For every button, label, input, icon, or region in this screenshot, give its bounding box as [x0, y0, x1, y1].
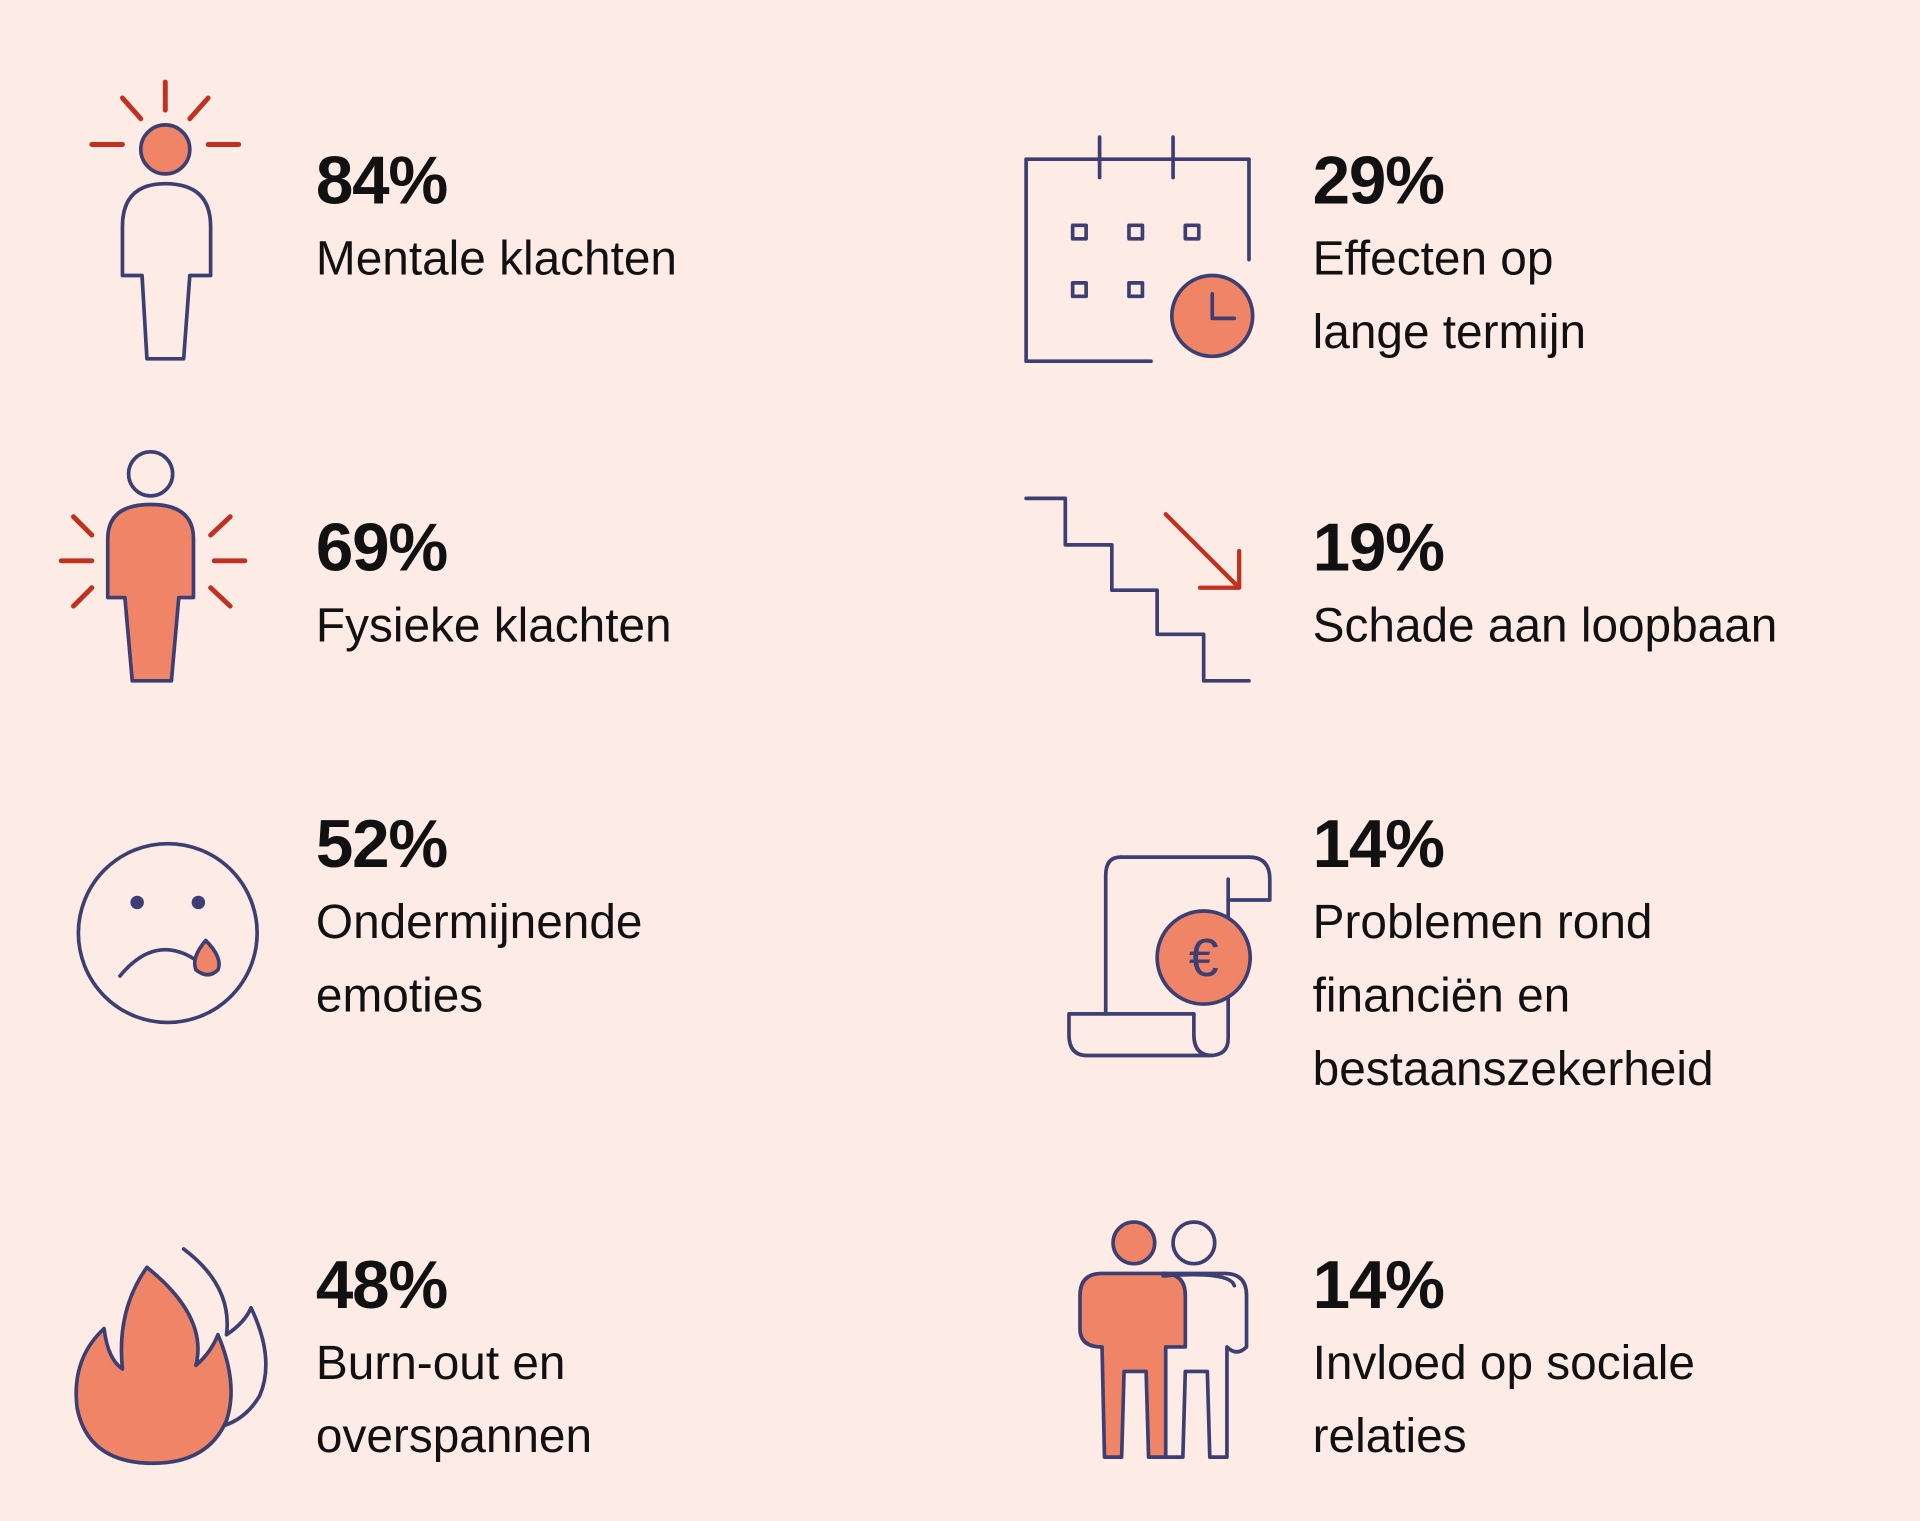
stat-label: Effecten op lange termijn [1313, 223, 1586, 370]
stat-burnout: 48% Burn-out en overspannen [316, 1248, 592, 1475]
stat-percent: 14% [1312, 805, 1445, 882]
stat-percent: 48% [315, 1246, 448, 1323]
stat-label: Mentale klachten [316, 223, 677, 296]
physical-pain-person-icon [58, 450, 248, 683]
stairs-down-icon [1024, 496, 1251, 683]
euro-scroll-icon: € [1067, 855, 1272, 1058]
two-people-icon [1078, 1220, 1249, 1459]
stat-emotions: 52% Ondermijnende emoties [316, 807, 643, 1034]
stat-long-term-effects: 29% Effecten op lange termijn [1313, 143, 1586, 370]
label-line: overspannen [315, 1410, 593, 1464]
stat-label: Problemen rond financiën en bestaanszekerh… [1313, 887, 1714, 1107]
calendar-clock-icon [1024, 135, 1255, 364]
label-line: relaties [1312, 1410, 1467, 1464]
label-line: Invloed op sociale [1312, 1337, 1695, 1390]
stat-label: Ondermijnende emoties [316, 887, 643, 1034]
stat-mental-complaints: 84% Mentale klachten [316, 143, 677, 296]
stat-label: Burn-out en overspannen [316, 1327, 592, 1474]
sad-face-icon [76, 841, 259, 1025]
label-line: financiën en [1312, 969, 1571, 1023]
stat-percent: 29% [1312, 142, 1445, 218]
label-line: Schade aan loopbaan [1312, 600, 1778, 653]
stat-percent: 69% [315, 509, 448, 586]
label-line: lange termijn [1312, 306, 1587, 359]
label-line: Fysieke klachten [315, 600, 672, 653]
label-line: emoties [315, 969, 484, 1023]
head-pain-person-icon [89, 79, 242, 361]
stat-financial-problems: 14% Problemen rond financiën en bestaansze… [1313, 807, 1714, 1107]
label-line: Effecten op [1312, 232, 1554, 286]
stat-label: Invloed op sociale relaties [1313, 1327, 1695, 1474]
label-line: Ondermijnende [315, 896, 643, 949]
stat-percent: 84% [315, 142, 448, 218]
stat-label: Schade aan loopbaan [1313, 590, 1778, 663]
stat-percent: 19% [1312, 509, 1445, 586]
label-line: Problemen rond [1312, 896, 1653, 949]
label-line: bestaanszekerheid [1312, 1043, 1714, 1096]
stat-career-damage: 19% Schade aan loopbaan [1313, 511, 1778, 664]
stat-social-relations: 14% Invloed op sociale relaties [1313, 1248, 1695, 1475]
label-line: Mentale klachten [315, 232, 677, 286]
stat-percent: 14% [1312, 1246, 1445, 1323]
svg-text:€: € [1189, 928, 1219, 988]
flame-icon [74, 1247, 268, 1466]
label-line: Burn-out en [315, 1337, 566, 1390]
stat-percent: 52% [315, 805, 448, 882]
stat-label: Fysieke klachten [316, 590, 672, 663]
stat-physical-complaints: 69% Fysieke klachten [316, 511, 672, 664]
